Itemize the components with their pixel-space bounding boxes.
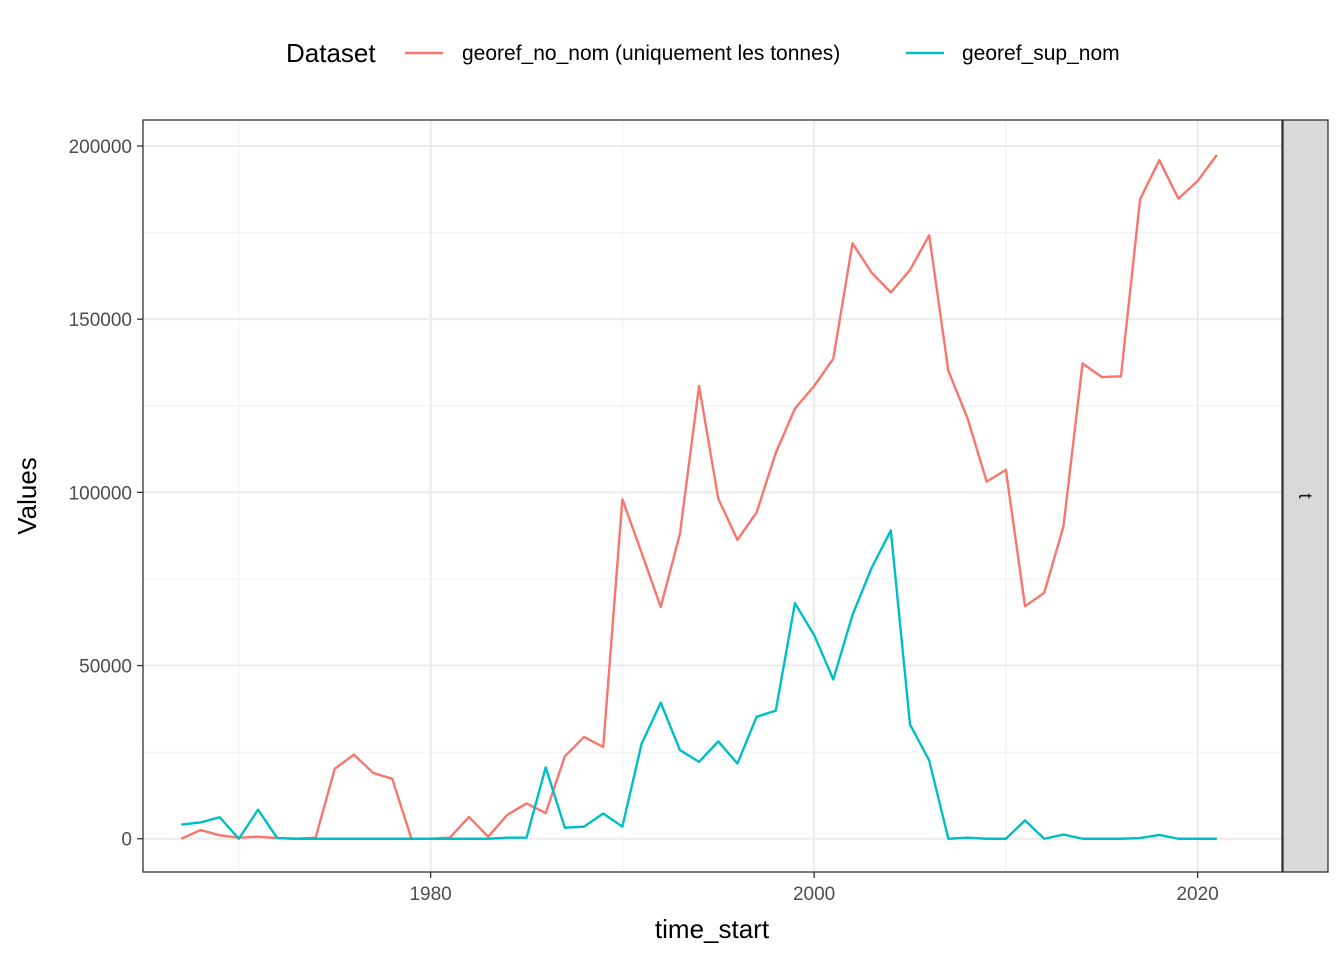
y-tick-label: 200000 (69, 137, 132, 158)
series-line-1 (180, 154, 1218, 840)
y-axis-title: Values (12, 457, 42, 535)
x-axis: 1980 2000 2020 (409, 872, 1219, 905)
plot-panel-border (142, 119, 1283, 873)
x-axis-title: time_start (655, 914, 770, 944)
y-axis: 0 50000 100000 150000 200000 (69, 137, 143, 851)
minor-gridlines (143, 120, 1282, 872)
y-tick-label: 100000 (69, 483, 132, 504)
major-gridlines (143, 120, 1282, 872)
x-tick-label: 2020 (1176, 884, 1218, 905)
legend-label-series-1: georef_no_nom (uniquement les tonnes) (462, 42, 840, 65)
legend: Dataset georef_no_nom (uniquement les to… (286, 38, 1120, 68)
y-tick-label: 50000 (79, 657, 132, 678)
y-tick-label: 150000 (69, 310, 132, 331)
series-line-2 (181, 529, 1217, 840)
facet-strip (1282, 119, 1329, 873)
facet-strip-label: t (1294, 493, 1315, 499)
series-layer (180, 154, 1218, 840)
x-tick-label: 2000 (793, 884, 835, 905)
y-tick-label: 0 (121, 830, 132, 851)
legend-title: Dataset (286, 38, 376, 68)
legend-label-series-2: georef_sup_nom (962, 42, 1120, 65)
x-tick-label: 1980 (409, 884, 451, 905)
